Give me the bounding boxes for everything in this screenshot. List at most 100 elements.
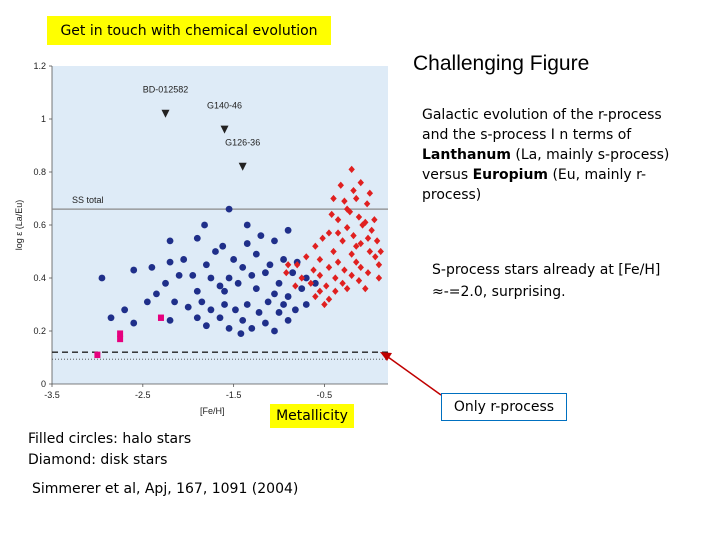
disk-star-point — [310, 266, 317, 274]
halo-star-point — [275, 279, 283, 287]
halo-star-point — [189, 271, 197, 279]
disk-star-point — [293, 261, 301, 269]
disk-star-point — [357, 179, 364, 187]
y-tick-label: 0.2 — [33, 326, 46, 336]
legend-notes: Filled circles: halo stars Diamond: disk… — [28, 429, 191, 471]
legend-note-circles: Filled circles: halo stars — [28, 431, 192, 447]
halo-star-point — [275, 309, 283, 316]
disk-star-point — [355, 277, 363, 285]
halo-star-point — [221, 301, 228, 308]
disk-star-point — [283, 269, 290, 277]
disk-star-point — [343, 285, 351, 293]
lanthanum-bold: Lanthanum — [422, 147, 511, 163]
disk-star-point — [298, 274, 305, 282]
magenta-square-point — [157, 314, 164, 321]
disk-star-point — [359, 221, 366, 229]
y-axis-label: log ε (La/Eu) — [14, 200, 24, 251]
halo-star-point — [257, 232, 265, 240]
halo-star-point — [248, 324, 256, 332]
halo-star-point — [262, 319, 269, 327]
disk-star-point — [307, 279, 315, 287]
halo-star-point — [219, 242, 227, 250]
halo-star-point — [284, 317, 292, 324]
halo-star-point — [302, 301, 310, 308]
sprocess-note: S-process stars already at [Fe/H] ≈-=2.0… — [432, 262, 661, 300]
halo-star-point — [202, 322, 210, 330]
disk-star-point — [362, 285, 369, 293]
halo-star-point — [193, 234, 201, 242]
x-tick-label: -3.5 — [44, 390, 60, 400]
halo-star-point — [153, 290, 160, 298]
halo-star-point — [216, 314, 224, 322]
disk-star-point — [312, 292, 319, 301]
x-axis-label: [Fe/H] — [200, 406, 225, 416]
halo-star-point — [280, 301, 287, 308]
disk-star-point — [334, 258, 342, 266]
halo-star-point — [212, 248, 219, 255]
halo-star-point — [225, 324, 233, 332]
halo-star-point — [289, 269, 297, 277]
halo-star-point — [302, 274, 310, 282]
annotation-label: G126-36 — [225, 138, 260, 148]
halo-star-point — [243, 301, 251, 308]
disk-star-point — [316, 287, 324, 295]
halo-star-point — [284, 293, 292, 300]
halo-star-point — [216, 282, 224, 290]
ss-total-label: SS total — [72, 195, 104, 205]
halo-star-point — [284, 226, 292, 234]
halo-star-point — [193, 314, 201, 322]
description-part2: (La, mainly s-process) versus — [422, 147, 670, 183]
halo-star-point — [264, 298, 272, 306]
halo-star-point — [143, 298, 151, 306]
disk-star-point — [332, 287, 339, 295]
header-title: Get in touch with chemical evolution — [47, 16, 331, 45]
disk-star-point — [377, 247, 384, 256]
disk-star-point — [348, 165, 355, 173]
disk-star-point — [343, 224, 351, 232]
y-tick-label: 0.8 — [33, 167, 46, 177]
disk-star-point — [350, 232, 357, 240]
disk-star-point — [303, 253, 310, 261]
plot-panel — [52, 66, 388, 384]
disk-star-point — [357, 239, 364, 248]
halo-star-point — [207, 306, 215, 314]
europium-bold: Europium — [472, 167, 549, 183]
disk-star-point — [371, 216, 378, 224]
disk-star-point — [316, 255, 324, 264]
halo-star-point — [225, 205, 233, 213]
halo-star-point — [202, 261, 210, 269]
y-tick-label: 0.4 — [33, 273, 46, 283]
halo-star-point — [107, 314, 115, 322]
halo-star-point — [184, 303, 192, 311]
disk-star-point — [375, 274, 383, 282]
disk-star-point — [337, 181, 344, 189]
disk-star-point — [366, 189, 374, 197]
halo-star-point — [252, 250, 260, 258]
x-tick-label: -1.5 — [226, 390, 242, 400]
halo-star-point — [130, 266, 138, 274]
halo-star-point — [271, 290, 278, 298]
description-part1: Galactic evolution of the r-process and … — [422, 107, 662, 143]
disk-star-point — [366, 247, 374, 256]
halo-star-point — [166, 317, 174, 324]
x-tick-label: -2.5 — [135, 390, 151, 400]
halo-star-point — [237, 330, 245, 338]
disk-star-point — [373, 237, 381, 245]
halo-star-point — [248, 271, 256, 279]
halo-star-point — [298, 285, 306, 292]
halo-star-point — [271, 327, 278, 335]
disk-star-point — [325, 295, 333, 303]
disk-star-point — [334, 229, 342, 237]
disk-star-point — [353, 258, 360, 266]
disk-star-point — [341, 266, 348, 274]
halo-star-point — [198, 298, 206, 306]
disk-star-point — [332, 274, 339, 282]
disk-star-point — [330, 247, 337, 256]
halo-star-point — [280, 256, 287, 263]
halo-star-point — [291, 306, 299, 314]
disk-star-point — [321, 300, 328, 309]
halo-star-point — [239, 317, 247, 324]
halo-star-point — [266, 261, 274, 269]
legend-note-diamonds: Diamond: disk stars — [28, 452, 168, 468]
